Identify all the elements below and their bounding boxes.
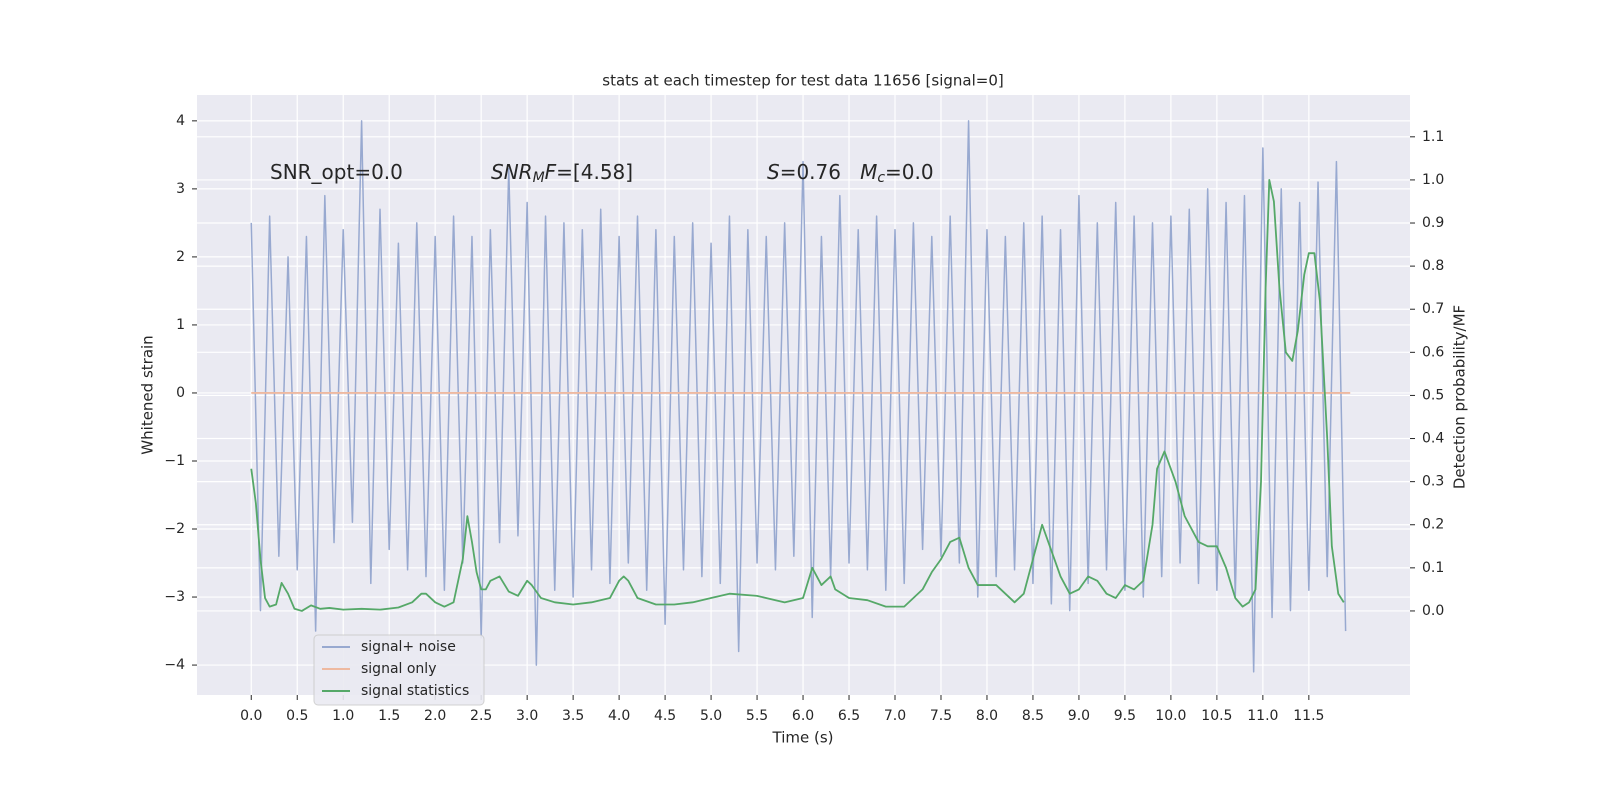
y-tick-label: 0: [176, 385, 185, 401]
x-tick-label: 2.5: [470, 708, 492, 724]
y2-tick-label: 0.6: [1422, 344, 1444, 360]
x-tick-label: 11.5: [1293, 708, 1324, 724]
y-axis-label: Whitened strain: [139, 335, 157, 454]
y2-tick-label: 0.2: [1422, 517, 1444, 533]
x-tick-label: 5.5: [746, 708, 768, 724]
y-tick-label: −1: [164, 453, 185, 469]
y-tick-label: −3: [164, 589, 185, 605]
x-tick-label: 0.0: [240, 708, 262, 724]
x-tick-label: 10.5: [1201, 708, 1232, 724]
annotation-part: SNR: [491, 160, 533, 184]
annotation: SNR_opt=0.0: [270, 160, 403, 184]
y2-tick-label: 0.0: [1422, 603, 1444, 619]
x-axis-label: Time (s): [772, 729, 834, 747]
x-tick-label: 6.0: [792, 708, 814, 724]
y-tick-label: 1: [176, 317, 185, 333]
legend-label: signal only: [361, 661, 436, 677]
y2-tick-label: 0.7: [1422, 301, 1444, 317]
x-tick-label: 9.5: [1114, 708, 1136, 724]
annotation-part: F: [545, 160, 557, 184]
grid: [197, 95, 1410, 695]
x-tick-label: 5.0: [700, 708, 722, 724]
x-tick-label: 8.0: [976, 708, 998, 724]
x-tick-label: 6.5: [838, 708, 860, 724]
y-tick-label: −4: [164, 657, 185, 673]
y-tick-label: 2: [176, 249, 185, 265]
x-tick-label: 2.0: [424, 708, 446, 724]
annotation: S=0.76 Mc=0.0: [767, 160, 934, 187]
y2-tick-label: 0.9: [1422, 215, 1444, 231]
legend-box: [313, 634, 485, 706]
series-line: [250, 120, 1347, 673]
annotation-part: M: [533, 170, 545, 186]
annotation-part: =0.0: [885, 160, 934, 184]
y-tick-label: −2: [164, 521, 185, 537]
x-tick-label: 3.0: [516, 708, 538, 724]
y2-axis-label: Detection probability/MF: [1451, 305, 1469, 489]
annotation-part: M: [860, 160, 877, 184]
x-tick-label: 9.0: [1068, 708, 1090, 724]
legend-label: signal statistics: [361, 683, 469, 699]
y2-tick-label: 0.1: [1422, 560, 1444, 576]
y-tick-label: 3: [176, 181, 185, 197]
chart-title: stats at each timestep for test data 116…: [602, 72, 1003, 90]
annotation: SNRMF=[4.58]: [491, 160, 633, 187]
annotation-part: c: [877, 170, 885, 186]
x-tick-label: 4.0: [608, 708, 630, 724]
y2-tick-label: 1.1: [1422, 129, 1444, 145]
x-tick-label: 1.5: [378, 708, 400, 724]
x-tick-label: 3.5: [562, 708, 584, 724]
annotation-part: =0.76: [780, 160, 860, 184]
x-tick-label: 4.5: [654, 708, 676, 724]
y2-tick-label: 0.4: [1422, 431, 1444, 447]
y2-tick-label: 1.0: [1422, 172, 1444, 188]
x-tick-label: 0.5: [286, 708, 308, 724]
x-tick-label: 8.5: [1022, 708, 1044, 724]
annotation-part: =[4.58]: [556, 160, 633, 184]
series-line: [250, 179, 1345, 612]
x-tick-label: 7.0: [884, 708, 906, 724]
legend-label: signal+ noise: [361, 639, 456, 655]
y2-tick-label: 0.8: [1422, 258, 1444, 274]
x-tick-label: 10.0: [1155, 708, 1186, 724]
y2-tick-label: 0.3: [1422, 474, 1444, 490]
x-tick-label: 1.0: [332, 708, 354, 724]
y2-tick-label: 0.5: [1422, 387, 1444, 403]
x-tick-label: 7.5: [930, 708, 952, 724]
x-tick-label: 11.0: [1247, 708, 1278, 724]
y-tick-label: 4: [176, 113, 185, 129]
annotation-part: SNR_opt=0.0: [270, 160, 403, 184]
legend: signal+ noise signal only signal statistic…: [313, 634, 485, 706]
annotation-part: S: [767, 160, 780, 184]
